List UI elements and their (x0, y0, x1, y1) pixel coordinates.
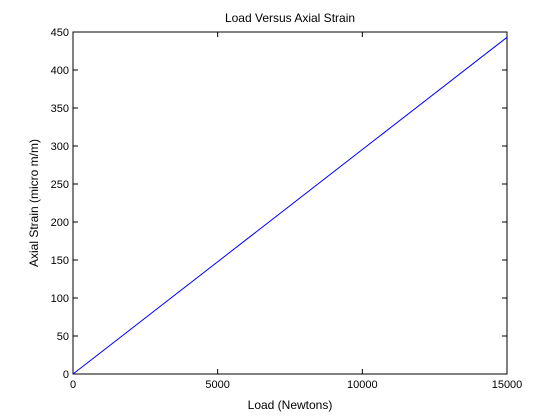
x-tick-label: 0 (70, 379, 76, 391)
plot-area (72, 31, 508, 375)
y-axis-title: Axial Strain (micro m/m) (27, 139, 41, 267)
x-tick-label: 15000 (492, 379, 523, 391)
x-tick-label: 10000 (347, 379, 378, 391)
y-tick-label: 350 (51, 103, 69, 115)
y-tick-label: 450 (51, 27, 69, 39)
y-axis-ticks: 0 50 100 150 200 250 300 350 400 450 (51, 27, 507, 381)
chart-title: Load Versus Axial Strain (225, 11, 355, 25)
y-tick-label: 50 (57, 331, 69, 343)
y-tick-label: 250 (51, 179, 69, 191)
series-line (72, 36, 508, 375)
x-axis-title: Load (Newtons) (248, 398, 333, 412)
y-tick-label: 200 (51, 217, 69, 229)
x-tick-label: 5000 (205, 379, 229, 391)
x-axis-ticks: 0 5000 10000 15000 (70, 32, 522, 391)
y-tick-label: 400 (51, 65, 69, 77)
series-layer (72, 36, 508, 375)
y-tick-label: 150 (51, 255, 69, 267)
y-tick-label: 0 (63, 369, 69, 381)
y-tick-label: 100 (51, 293, 69, 305)
y-tick-label: 300 (51, 141, 69, 153)
